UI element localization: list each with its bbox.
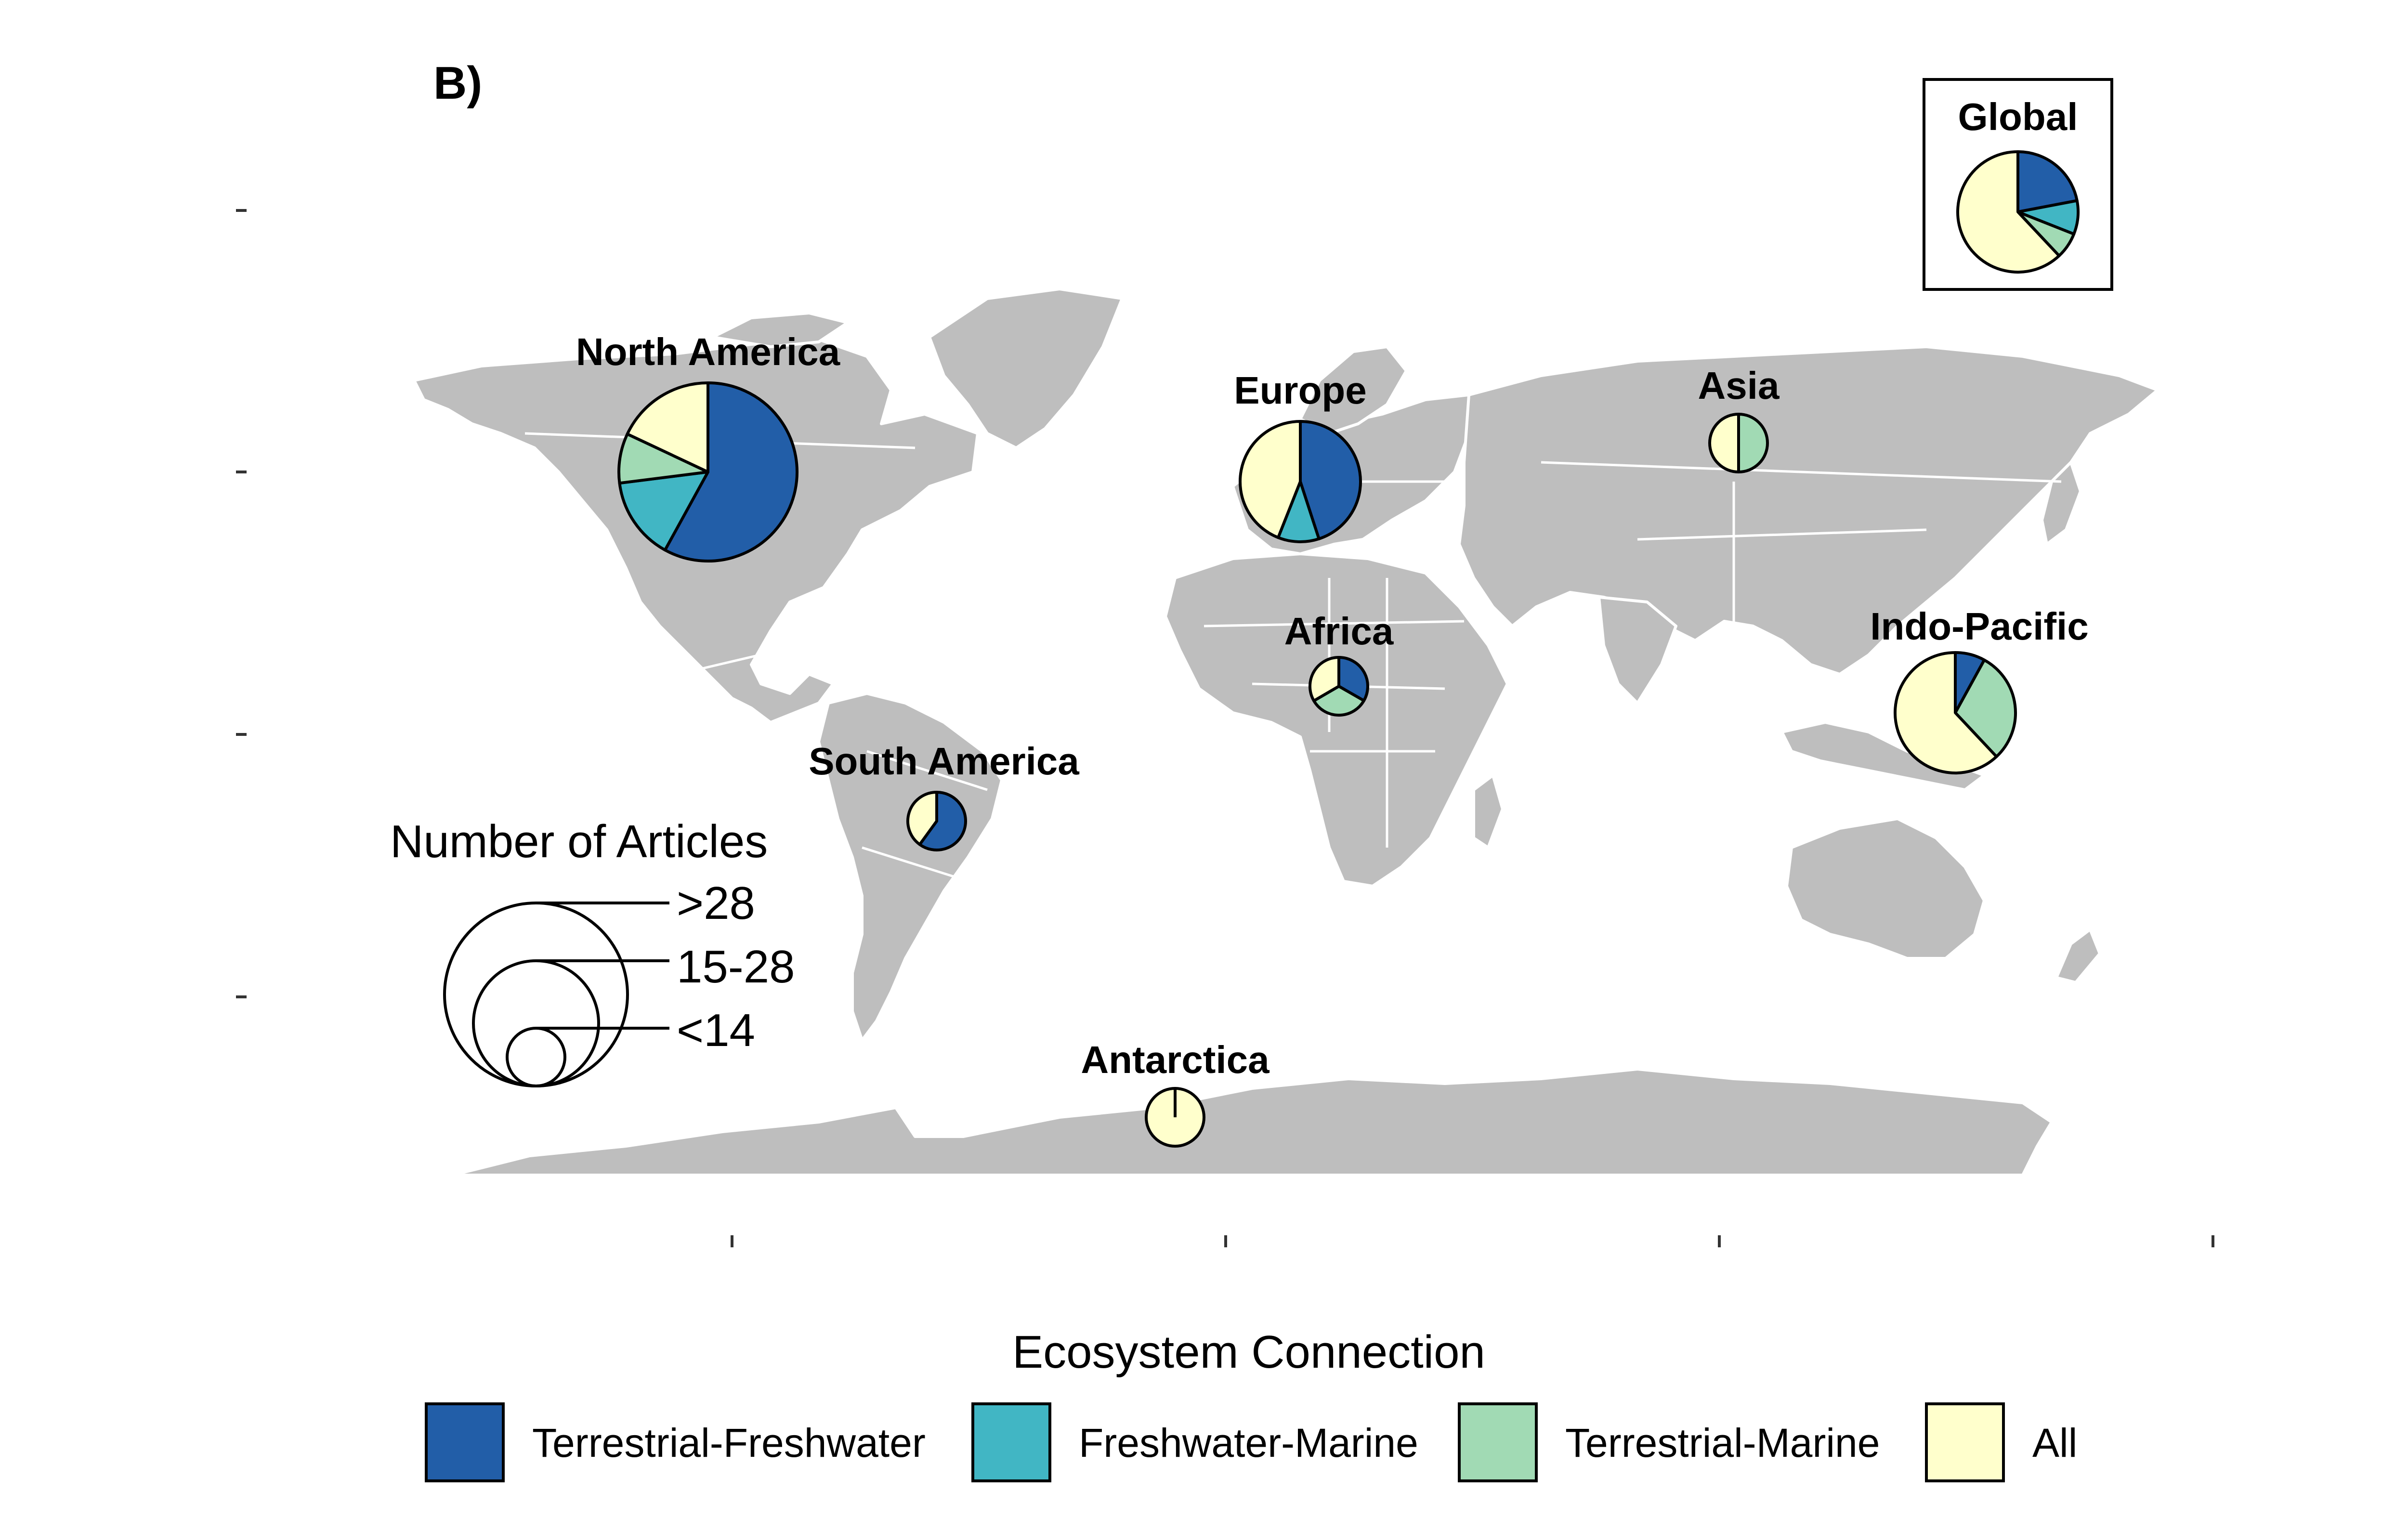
pie-slice-all	[626, 381, 709, 473]
size-legend: Number of Articles >28 15-28 <14	[390, 816, 795, 1087]
size-legend-label-medium: 15-28	[677, 941, 795, 993]
color-legend-label-all: All	[2032, 1420, 2077, 1465]
pie-slice-all	[1239, 420, 1302, 539]
region-label-europe: Europe	[1234, 369, 1367, 412]
landmass-japan	[2041, 461, 2082, 546]
pie-antarctica	[1145, 1087, 1205, 1148]
pie-asia	[1708, 413, 1769, 473]
pie-slice-all	[1894, 651, 1998, 774]
landmass-scandinavia	[1299, 345, 1408, 435]
size-legend-title: Number of Articles	[390, 816, 768, 867]
pie-slice-terrestrial-marine	[1312, 685, 1366, 717]
landmass-arctic-islands	[711, 312, 849, 348]
pie-north-america	[617, 381, 798, 562]
pie-slice-terrestrial-freshwater	[1299, 420, 1362, 540]
pie-slice-terrestrial-marine	[1737, 413, 1769, 473]
size-legend-circle-small	[506, 1027, 566, 1087]
landmass-australia	[1785, 817, 1986, 960]
global-inset-box	[1923, 78, 2113, 291]
pie-slice-all	[1956, 150, 2061, 274]
landmass-asia	[1458, 345, 2159, 676]
pie-slice-terrestrial-freshwater	[663, 381, 798, 562]
country-borders	[524, 432, 2062, 878]
landmass-greenland	[928, 288, 1124, 449]
pie-slice-terrestrial-marine	[1954, 658, 2017, 758]
landmass-indonesia	[1780, 721, 1986, 791]
pie-europe	[1239, 420, 1362, 543]
color-legend-label-freshwater-marine: Freshwater-Marine	[1079, 1420, 1418, 1465]
pie-africa	[1308, 656, 1369, 717]
color-legend-title: Ecosystem Connection	[1012, 1326, 1485, 1378]
pie-indo-pacific	[1894, 651, 2017, 774]
color-legend-key-terrestrial-freshwater	[425, 1402, 505, 1482]
color-legend: Ecosystem Connection Terrestrial-Freshwa…	[425, 1326, 2077, 1482]
pie-slice-all	[1708, 413, 1740, 473]
pie-layer	[617, 150, 2080, 1148]
pie-south-america	[906, 791, 967, 851]
size-legend-label-small: <14	[677, 1005, 755, 1056]
size-legend-circle-medium	[472, 959, 600, 1087]
region-label-africa: Africa	[1284, 610, 1394, 653]
axis-ticks	[236, 209, 2214, 1247]
landmass-antarctica	[451, 1068, 2053, 1177]
panel-label: B)	[433, 57, 482, 109]
pie-slice-terrestrial-marine	[617, 432, 709, 485]
region-label-indo-pacific: Indo-Pacific	[1870, 605, 2088, 648]
pie-slice-freshwater-marine	[618, 471, 709, 552]
color-legend-label-terrestrial-freshwater: Terrestrial-Freshwater	[532, 1420, 926, 1465]
landmass-africa	[1164, 552, 1509, 888]
region-label-global: Global	[1958, 95, 2078, 138]
region-label-north-america: North America	[576, 330, 840, 373]
pie-slice-terrestrial-freshwater	[2016, 150, 2079, 213]
region-label-asia: Asia	[1698, 364, 1780, 407]
pie-slice-terrestrial-freshwater	[918, 791, 967, 851]
pie-slice-all	[1308, 656, 1340, 703]
size-legend-circle-large	[443, 902, 629, 1087]
pie-global	[1956, 150, 2080, 274]
color-legend-label-terrestrial-marine: Terrestrial-Marine	[1565, 1420, 1880, 1465]
pie-slice-all	[906, 791, 938, 846]
landmass-madagascar	[1472, 774, 1504, 849]
landmass-india	[1597, 596, 1677, 705]
region-label-antarctica: Antarctica	[1081, 1038, 1269, 1081]
color-legend-key-all	[1925, 1402, 2005, 1482]
region-label-south-america: South America	[809, 740, 1079, 783]
landmass-new-zealand	[2055, 928, 2101, 984]
color-legend-key-freshwater-marine	[971, 1402, 1051, 1482]
color-legend-key-terrestrial-marine	[1458, 1402, 1538, 1482]
size-legend-label-large: >28	[677, 877, 755, 929]
